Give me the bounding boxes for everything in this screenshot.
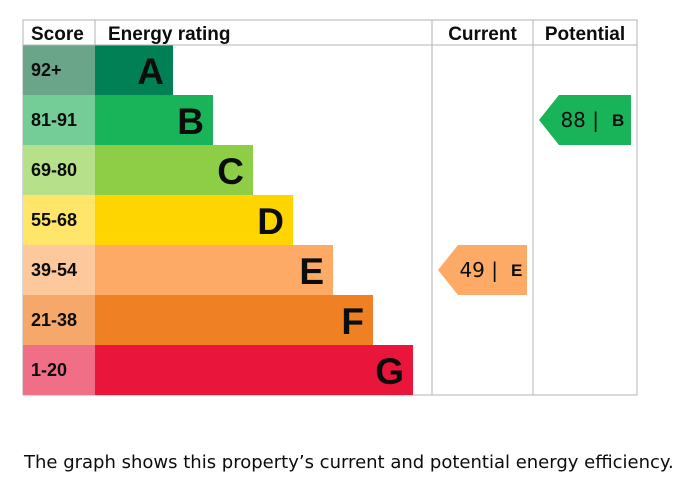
score-range-c: 69-80 [31, 160, 77, 180]
band-bar-a [95, 45, 173, 95]
band-letter-d: D [257, 201, 284, 242]
score-cell-d [23, 195, 95, 245]
band-bar-e [95, 245, 333, 295]
header-potential: Potential [545, 24, 625, 45]
score-range-e: 39-54 [31, 260, 77, 280]
score-cell-f [23, 295, 95, 345]
score-cell-g [23, 345, 95, 395]
potential-rating-letter: B [612, 111, 624, 130]
potential-rating-arrow [539, 95, 631, 145]
band-bar-b [95, 95, 213, 145]
band-bar-c [95, 145, 253, 195]
potential-rating-value: 88 | [560, 108, 599, 132]
band-letter-f: F [341, 301, 364, 342]
header-current: Current [448, 24, 517, 45]
score-range-a: 92+ [31, 60, 62, 80]
score-cell-e [23, 245, 95, 295]
band-bar-f [95, 295, 373, 345]
score-cell-a [23, 45, 95, 95]
score-cell-c [23, 145, 95, 195]
band-letter-b: B [177, 101, 204, 142]
current-rating-arrow [438, 245, 527, 295]
current-rating-value: 49 | [459, 258, 498, 282]
band-letter-g: G [375, 351, 404, 392]
band-letter-c: C [217, 151, 244, 192]
score-range-f: 21-38 [31, 310, 77, 330]
band-letter-e: E [299, 251, 324, 292]
band-letter-a: A [137, 51, 164, 92]
score-range-d: 55-68 [31, 210, 77, 230]
band-bar-d [95, 195, 293, 245]
current-rating-letter: E [511, 261, 522, 280]
score-range-b: 81-91 [31, 110, 77, 130]
score-range-g: 1-20 [31, 360, 67, 380]
band-bar-g [95, 345, 413, 395]
header-energy-rating: Energy rating [108, 24, 230, 45]
energy-rating-chart: Score Energy rating Current Potential 92+ A 81… [22, 19, 638, 396]
score-cell-b [23, 95, 95, 145]
chart-caption: The graph shows this property’s current … [24, 452, 674, 473]
header-score: Score [31, 24, 84, 45]
